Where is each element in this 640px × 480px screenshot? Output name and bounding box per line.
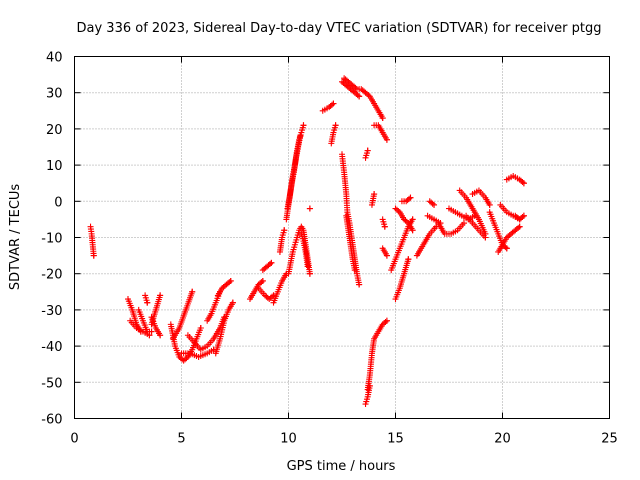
data-point [329, 101, 336, 108]
data-point [189, 288, 196, 295]
data-points [87, 75, 527, 408]
y-tick-label: -60 [41, 413, 62, 428]
grid [74, 56, 610, 419]
data-point [460, 220, 467, 227]
data-point [383, 317, 390, 324]
data-point [297, 133, 304, 140]
x-tick-label: 0 [70, 432, 78, 447]
data-point [144, 299, 151, 306]
data-point [356, 93, 363, 100]
data-point [306, 270, 313, 277]
data-point [304, 263, 311, 270]
data-point [409, 216, 416, 223]
y-tick-label: -30 [41, 304, 62, 319]
plot-frame [74, 56, 610, 419]
data-point [405, 256, 412, 263]
data-point [383, 136, 390, 143]
data-point [482, 234, 489, 241]
y-tick-label: -10 [41, 232, 62, 247]
data-point [403, 218, 410, 225]
y-tick-label: 30 [46, 87, 63, 102]
data-point [356, 281, 363, 288]
data-point [366, 382, 373, 389]
data-point [259, 277, 266, 284]
data-point [183, 355, 190, 362]
y-tick-label: 0 [54, 195, 62, 210]
data-point [364, 147, 371, 154]
data-point [226, 279, 233, 286]
y-axis-label: SDTVAR / TECUs [8, 184, 23, 291]
data-point [409, 227, 416, 234]
data-point [371, 191, 378, 198]
y-tick-label: -50 [41, 376, 62, 391]
x-tick-label: 5 [177, 432, 185, 447]
x-tick-label: 15 [387, 432, 404, 447]
data-point [352, 84, 359, 91]
data-point [300, 122, 307, 129]
data-point [365, 92, 372, 99]
data-point [268, 259, 275, 266]
data-point [197, 325, 204, 331]
x-tick-label: 25 [601, 432, 618, 447]
axis-ticks: 0 5 10 15 20 25 -60 -50 -40 -30 -20 -10 0 10 20 30 40 [41, 51, 618, 447]
x-tick-label: 10 [280, 432, 297, 447]
data-point [519, 213, 526, 220]
data-point [354, 92, 361, 99]
data-point [381, 223, 388, 230]
data-point [515, 224, 522, 231]
y-tick-label: -20 [41, 268, 62, 283]
y-tick-label: 10 [46, 159, 63, 174]
data-point [330, 100, 337, 107]
data-point [486, 201, 493, 208]
data-point [90, 252, 97, 259]
data-point [229, 299, 236, 306]
x-tick-label: 20 [494, 432, 511, 447]
data-point [379, 115, 386, 122]
data-point [306, 205, 313, 212]
data-point [520, 180, 527, 187]
data-point [407, 194, 414, 201]
data-point [395, 207, 402, 214]
data-point [157, 332, 164, 339]
data-point [431, 201, 438, 208]
data-point [406, 195, 413, 202]
data-point [351, 267, 358, 274]
data-point [148, 328, 155, 335]
data-point [519, 178, 526, 185]
y-tick-label: -40 [41, 340, 62, 355]
data-point [516, 223, 523, 230]
data-point [503, 245, 510, 252]
y-tick-label: 20 [46, 123, 63, 138]
data-point [258, 279, 265, 286]
chart-title: Day 336 of 2023, Sidereal Day-to-day VTE… [77, 21, 602, 36]
data-point [382, 318, 389, 325]
data-point [332, 122, 339, 129]
data-point [266, 261, 273, 268]
data-point [281, 227, 288, 234]
data-point [227, 277, 234, 284]
y-tick-label: 40 [46, 51, 63, 66]
data-point [429, 200, 436, 207]
data-point [383, 252, 390, 259]
data-point [520, 212, 527, 219]
x-axis-label: GPS time / hours [287, 459, 396, 474]
data-point [157, 292, 164, 299]
